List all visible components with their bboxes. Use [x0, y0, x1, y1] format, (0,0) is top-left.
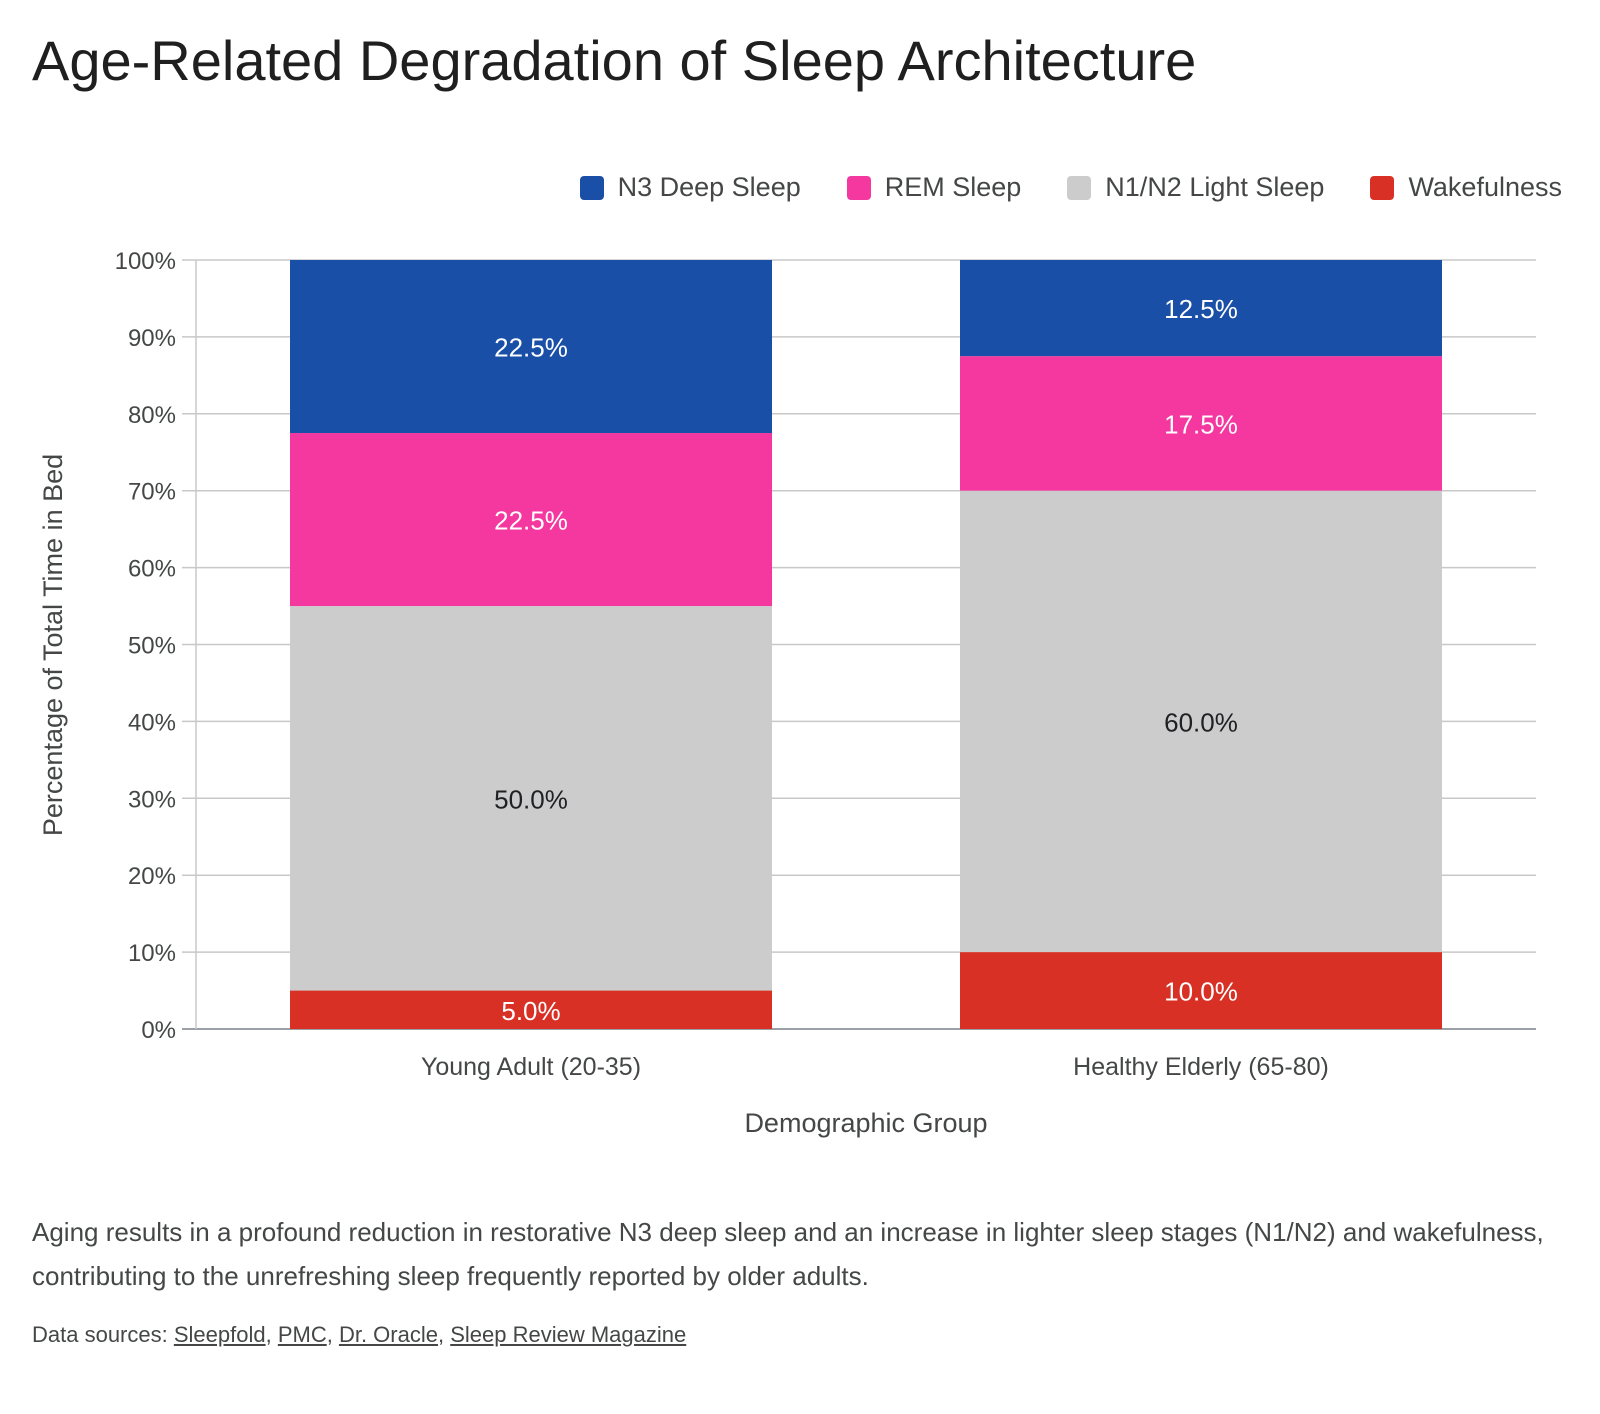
legend-item-wakefulness: Wakefulness	[1370, 172, 1562, 203]
chart-title: Age-Related Degradation of Sleep Archite…	[32, 29, 1197, 92]
y-tick-label: 20%	[128, 863, 176, 890]
bar-wakefulness-young-adult-20-35	[290, 990, 772, 1029]
x-tick-label: Healthy Elderly (65-80)	[1073, 1053, 1329, 1081]
legend-label: N3 Deep Sleep	[617, 172, 801, 202]
x-axis-title: Demographic Group	[744, 1108, 987, 1138]
data-label-rem-sleep-young-adult-20-35: 22.5%	[494, 506, 568, 536]
source-link-sleepfold[interactable]: Sleepfold	[173, 1322, 266, 1347]
y-tick-label: 100%	[115, 248, 176, 275]
data-sources: Data sources: Sleepfold, PMC, Dr. Oracle…	[32, 1322, 687, 1347]
legend-item-rem-sleep: REM Sleep	[846, 172, 1022, 203]
chart-caption: Aging results in a profound reduction in…	[32, 1217, 1544, 1291]
y-axis-title: Percentage of Total Time in Bed	[38, 454, 68, 836]
legend-item-n3-deep-sleep: N3 Deep Sleep	[579, 172, 801, 203]
data-label-n1-n2-light-sleep-healthy-elderly-65-80: 60.0%	[1164, 707, 1238, 737]
bar-n1-n2-light-sleep-young-adult-20-35	[290, 606, 772, 991]
y-tick-label: 50%	[128, 633, 176, 660]
bar-rem-sleep-healthy-elderly-65-80	[960, 356, 1442, 491]
y-tick-label: 90%	[128, 325, 176, 352]
legend-swatch	[1370, 175, 1395, 200]
legend-label: REM Sleep	[884, 172, 1022, 202]
source-link-dr-oracle[interactable]: Dr. Oracle	[338, 1322, 438, 1347]
legend-swatch	[846, 175, 871, 200]
data-label-wakefulness-young-adult-20-35: 5.0%	[501, 996, 560, 1026]
data-label-wakefulness-healthy-elderly-65-80: 10.0%	[1164, 977, 1238, 1007]
legend-item-n1-n2-light-sleep: N1/N2 Light Sleep	[1067, 172, 1324, 203]
legend-swatch	[579, 175, 604, 200]
data-label-n1-n2-light-sleep-young-adult-20-35: 50.0%	[494, 784, 568, 814]
legend-label: N1/N2 Light Sleep	[1105, 172, 1325, 202]
sources-prefix: Data sources:	[32, 1322, 174, 1347]
bar-n3-deep-sleep-young-adult-20-35	[290, 260, 772, 434]
data-label-n3-deep-sleep-healthy-elderly-65-80: 12.5%	[1164, 294, 1238, 324]
bar-n3-deep-sleep-healthy-elderly-65-80	[960, 260, 1442, 357]
data-label-rem-sleep-healthy-elderly-65-80: 17.5%	[1164, 409, 1238, 439]
legend-swatch	[1067, 175, 1092, 200]
y-tick-label: 70%	[128, 479, 176, 506]
y-tick-label: 10%	[128, 940, 176, 967]
stacked-bar-chart: 0% 10% 20% 30% 40% 50% 60% 70% 80% 90% 100% 5.0% 50.…	[38, 248, 1536, 1138]
legend-label: Wakefulness	[1408, 172, 1562, 202]
y-tick-label: 80%	[128, 402, 176, 429]
source-link-sleep-review-magazine[interactable]: Sleep Review Magazine	[450, 1322, 687, 1347]
y-tick-label: 60%	[128, 556, 176, 583]
x-tick-label: Young Adult (20-35)	[421, 1053, 641, 1081]
chart-legend: N3 Deep Sleep REM Sleep N1/N2 Light Sleep W…	[534, 172, 1562, 203]
bar-wakefulness-healthy-elderly-65-80	[960, 952, 1442, 1029]
source-link-pmc[interactable]: PMC	[277, 1322, 327, 1347]
data-label-n3-deep-sleep-young-adult-20-35: 22.5%	[494, 333, 568, 363]
y-tick-label: 40%	[128, 709, 176, 736]
bar-rem-sleep-young-adult-20-35	[290, 433, 772, 607]
y-tick-label: 30%	[128, 786, 176, 813]
y-tick-label: 0%	[141, 1017, 176, 1044]
bar-n1-n2-light-sleep-healthy-elderly-65-80	[960, 490, 1442, 953]
